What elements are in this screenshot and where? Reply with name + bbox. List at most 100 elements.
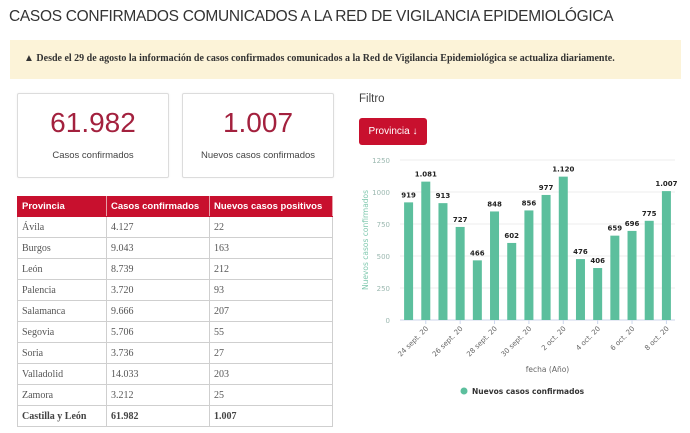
- table-cell: 1.007: [209, 405, 333, 427]
- table-cell: Zamora: [17, 384, 107, 406]
- table-cell: 14.033: [106, 363, 210, 385]
- bar[interactable]: [575, 259, 585, 320]
- bar[interactable]: [507, 242, 517, 320]
- table-cell: Castilla y León: [17, 405, 107, 427]
- bar[interactable]: [644, 220, 654, 320]
- bar[interactable]: [541, 194, 551, 320]
- bar[interactable]: [610, 235, 620, 320]
- data-label: 775: [642, 210, 657, 218]
- data-label: 466: [470, 249, 485, 257]
- table-cell: 55: [209, 321, 333, 343]
- table-cell: 5.706: [106, 321, 210, 343]
- table-row: Zamora 3.212 25: [17, 384, 333, 406]
- data-label: 696: [625, 220, 640, 228]
- data-label: 856: [522, 199, 537, 207]
- x-tick-label: 30 sept. 20: [500, 325, 534, 359]
- table-cell: 3.736: [106, 342, 210, 364]
- table-row: Salamanca 9.666 207: [17, 300, 333, 322]
- table-total-row: Castilla y León 61.982 1.007: [17, 405, 333, 427]
- y-axis-label: Nuevos casos confirmados: [361, 190, 370, 290]
- bar[interactable]: [558, 176, 568, 320]
- table-cell: 61.982: [106, 405, 210, 427]
- table-cell: 207: [209, 300, 333, 322]
- table-cell: 3.720: [106, 279, 210, 301]
- table-cell: León: [17, 258, 107, 280]
- page-title: CASOS CONFIRMADOS COMUNICADOS A LA RED D…: [9, 8, 614, 25]
- data-label: 919: [401, 191, 416, 199]
- table-row: Valladolid 14.033 203: [17, 363, 333, 385]
- data-label: 602: [504, 232, 519, 240]
- info-alert: ▲ Desde el 29 de agosto la información d…: [10, 40, 681, 79]
- table-header-row: Provincia Casos confirmados Nuevos casos…: [17, 196, 333, 217]
- table-cell: 212: [209, 258, 333, 280]
- card-label: Casos confirmados: [52, 150, 134, 161]
- table-cell: Palencia: [17, 279, 107, 301]
- card-value: 1.007: [222, 107, 294, 138]
- table-row: Ávila 4.127 22: [17, 216, 333, 238]
- data-label: 1.120: [552, 166, 574, 174]
- table-cell: 9.666: [106, 300, 210, 322]
- card-casos-confirmados: 61.982 Casos confirmados: [17, 93, 169, 178]
- table-cell: Ávila: [17, 216, 107, 238]
- table-row: Segovia 5.706 55: [17, 321, 333, 343]
- table-cell: 25: [209, 384, 333, 406]
- data-label: 659: [608, 225, 623, 233]
- x-tick-label: 28 sept. 20: [465, 325, 499, 359]
- bar[interactable]: [421, 181, 431, 320]
- table-cell: 9.043: [106, 237, 210, 259]
- x-tick-label: 24 sept. 20: [397, 325, 431, 359]
- y-tick-label: 0: [386, 317, 390, 325]
- x-tick-label: 2 oct. 20: [540, 325, 568, 353]
- provincias-table: Provincia Casos confirmados Nuevos casos…: [17, 196, 333, 427]
- table-row: León 8.739 212: [17, 258, 333, 280]
- bar[interactable]: [661, 191, 671, 320]
- table-cell: 203: [209, 363, 333, 385]
- y-tick-label: 500: [377, 253, 390, 261]
- data-label: 727: [453, 216, 468, 224]
- table-cell: 27: [209, 342, 333, 364]
- x-tick-label: 8 oct. 20: [643, 325, 671, 353]
- data-label: 1.007: [655, 180, 677, 188]
- bar[interactable]: [455, 226, 465, 320]
- provincia-filter-button[interactable]: Provincia ↓: [359, 118, 427, 145]
- table-cell: 93: [209, 279, 333, 301]
- column-header: Nuevos casos positivos: [209, 196, 333, 217]
- bar[interactable]: [593, 268, 603, 320]
- data-label: 406: [590, 257, 605, 265]
- data-label: 913: [436, 192, 451, 200]
- table-row: Palencia 3.720 93: [17, 279, 333, 301]
- table-cell: Soria: [17, 342, 107, 364]
- table-row: Soria 3.736 27: [17, 342, 333, 364]
- x-axis-label: fecha (Año): [526, 365, 570, 374]
- bar[interactable]: [404, 202, 414, 320]
- bar[interactable]: [472, 260, 482, 320]
- table-cell: Salamanca: [17, 300, 107, 322]
- bar[interactable]: [438, 203, 448, 320]
- data-label: 977: [539, 184, 554, 192]
- bar[interactable]: [490, 211, 500, 320]
- alert-text: Desde el 29 de agosto la información de …: [36, 53, 615, 64]
- column-header: Provincia: [17, 196, 107, 217]
- bar[interactable]: [627, 230, 637, 320]
- y-tick-label: 1000: [372, 189, 390, 197]
- data-label: 476: [573, 248, 588, 256]
- bar[interactable]: [524, 210, 534, 320]
- data-label: 1.081: [415, 171, 437, 179]
- table-cell: 8.739: [106, 258, 210, 280]
- card-nuevos-casos: 1.007 Nuevos casos confirmados: [182, 93, 334, 178]
- table-row: Burgos 9.043 163: [17, 237, 333, 259]
- table-cell: 3.212: [106, 384, 210, 406]
- card-value: 61.982: [50, 107, 136, 138]
- card-label: Nuevos casos confirmados: [200, 150, 316, 161]
- data-label: 848: [487, 200, 502, 208]
- x-tick-label: 26 sept. 20: [431, 325, 465, 359]
- x-tick-label: 6 oct. 20: [609, 325, 637, 353]
- legend-label[interactable]: Nuevos casos confirmados: [472, 387, 585, 396]
- column-header: Casos confirmados: [106, 196, 210, 217]
- table-cell: Burgos: [17, 237, 107, 259]
- table-cell: 22: [209, 216, 333, 238]
- legend-marker-icon[interactable]: [460, 387, 468, 395]
- y-tick-label: 1250: [372, 157, 390, 165]
- y-tick-label: 250: [377, 285, 390, 293]
- table-cell: 4.127: [106, 216, 210, 238]
